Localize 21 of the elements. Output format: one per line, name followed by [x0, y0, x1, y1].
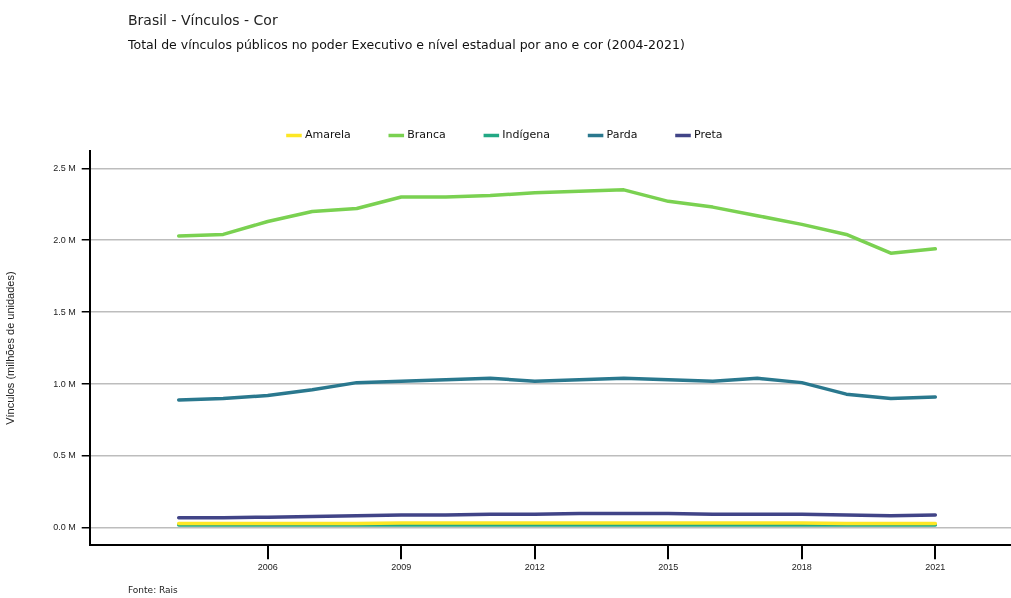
- y-tick-label: 1.0 M: [53, 378, 76, 389]
- y-axis-title: Vínculos (milhões de unidades): [3, 271, 16, 425]
- legend-label: Indígena: [502, 128, 551, 142]
- source-note: Fonte: Rais: [128, 585, 178, 595]
- y-tick-label: 0.5 M: [53, 450, 76, 461]
- x-tick-label: 2018: [791, 562, 812, 573]
- legend-label: Parda: [606, 128, 638, 142]
- chart-title: Brasil - Vínculos - Cor: [128, 12, 278, 28]
- legend-label: Amarela: [304, 128, 351, 142]
- x-tick-label: 2009: [391, 562, 412, 573]
- legend-label: Branca: [407, 128, 446, 142]
- x-tick-label: 2015: [658, 562, 679, 573]
- legend-label: Preta: [694, 128, 723, 142]
- chart-subtitle: Total de vínculos públicos no poder Executivo e nível estadual por ano e cor (2004-2021): [128, 37, 685, 52]
- x-tick-label: 2021: [925, 562, 946, 573]
- x-tick-label: 2006: [257, 562, 278, 573]
- y-tick-label: 0.0 M: [53, 522, 76, 533]
- y-tick-label: 2.0 M: [53, 234, 76, 245]
- y-tick-label: 2.5 M: [53, 162, 76, 173]
- y-tick-label: 1.5 M: [53, 306, 76, 317]
- x-tick-label: 2012: [524, 562, 545, 573]
